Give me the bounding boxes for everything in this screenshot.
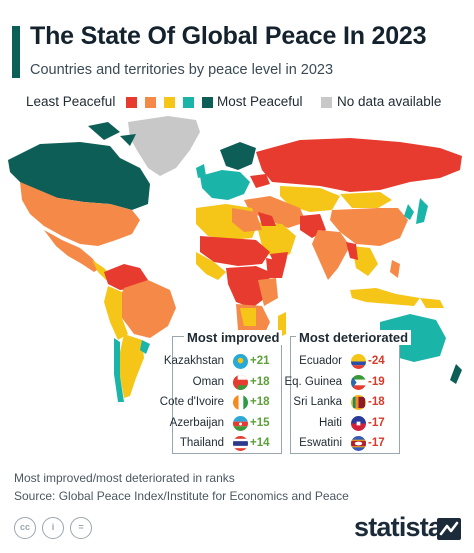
legend-swatch-5 xyxy=(202,97,213,108)
ranking-row: Thailand +14 xyxy=(172,434,280,454)
page-title: The State Of Global Peace In 2023 xyxy=(30,22,427,50)
region-sahel xyxy=(200,236,270,266)
rank-change: -17 xyxy=(368,437,385,449)
region-uk-ireland xyxy=(196,164,206,178)
region-philippines xyxy=(390,260,400,278)
region-mongolia xyxy=(340,192,392,208)
country-name: Ecuador xyxy=(299,355,342,367)
ranking-row: Eq. Guinea -19 xyxy=(284,373,398,393)
kazakhstan-flag-icon xyxy=(233,354,248,369)
legend-swatch-3 xyxy=(164,97,175,108)
eswatini-flag-icon xyxy=(351,436,366,451)
rank-change: -17 xyxy=(368,416,385,429)
azerbaijan-flag-icon xyxy=(233,415,248,431)
country-name: Azerbaijan xyxy=(169,416,224,429)
region-scandinavia xyxy=(220,142,256,170)
sri-lanka-flag-icon xyxy=(351,395,366,410)
country-name: Eswatini xyxy=(299,437,342,449)
region-argentina xyxy=(120,334,144,398)
cote-divoire-flag-icon xyxy=(233,395,248,410)
region-myanmar xyxy=(346,242,358,260)
ranking-row: Cote d'Ivoire +18 xyxy=(160,393,280,413)
ecuador-flag-icon xyxy=(351,354,366,369)
region-india xyxy=(312,230,350,280)
region-usa xyxy=(20,182,140,246)
region-syria-iraq xyxy=(258,212,276,226)
ranking-row: Oman +18 xyxy=(172,373,280,393)
source-note: Source: Global Peace Index/Institute for… xyxy=(14,489,349,503)
footnote: Most improved/most deteriorated in ranks xyxy=(14,471,235,485)
region-greenland xyxy=(128,116,200,176)
country-name: Oman xyxy=(192,375,224,388)
title-accent-bar xyxy=(12,26,20,78)
haiti-flag-icon xyxy=(351,415,366,431)
region-colombia-venezuela xyxy=(104,264,148,290)
region-chile xyxy=(114,338,124,402)
region-horn-of-africa xyxy=(266,258,286,278)
region-ukraine xyxy=(250,174,270,188)
statista-logo[interactable]: statista xyxy=(354,512,443,542)
legend-most-label: Most Peaceful xyxy=(217,94,303,109)
country-name: Eq. Guinea xyxy=(284,375,342,388)
rank-change: +21 xyxy=(250,355,270,367)
legend-nodata-swatch xyxy=(321,97,332,108)
region-east-africa xyxy=(258,278,278,306)
country-name: Cote d'Ivoire xyxy=(159,396,224,408)
region-libya-egypt xyxy=(232,208,262,232)
nd-icon[interactable]: = xyxy=(70,517,92,539)
cc-icon[interactable]: cc xyxy=(14,517,36,539)
region-brazil xyxy=(118,280,176,338)
region-canada-islands xyxy=(88,122,136,146)
country-name: Kazakhstan xyxy=(163,355,224,367)
rank-change: +14 xyxy=(250,437,270,449)
legend-least-label: Least Peaceful xyxy=(26,94,116,109)
region-indonesia xyxy=(350,288,420,306)
thailand-flag-icon xyxy=(233,436,248,451)
rank-change: +15 xyxy=(250,416,270,429)
country-name: Thailand xyxy=(179,437,224,449)
ranking-row: Azerbaijan +15 xyxy=(169,414,280,434)
region-mexico xyxy=(44,230,100,272)
eq-guinea-flag-icon xyxy=(351,374,366,390)
legend-swatch-4 xyxy=(183,97,194,108)
most-improved-panel xyxy=(172,336,282,454)
region-western-europe xyxy=(200,170,250,200)
region-papua xyxy=(420,298,444,308)
legend-nodata-label: No data available xyxy=(337,94,442,109)
region-new-zealand xyxy=(450,364,462,384)
region-central-africa xyxy=(226,266,270,308)
ranking-row: Kazakhstan +21 xyxy=(164,352,280,372)
legend-swatch-1 xyxy=(126,97,137,108)
region-russia xyxy=(256,138,462,192)
country-name: Sri Lanka xyxy=(293,396,342,408)
ranking-row: Ecuador -24 xyxy=(290,352,398,372)
statista-logo-mark-icon xyxy=(437,518,461,540)
legend-swatch-2 xyxy=(145,97,156,108)
world-map xyxy=(8,116,462,402)
region-china xyxy=(330,208,408,246)
rank-change: +18 xyxy=(250,396,270,408)
oman-flag-icon xyxy=(233,374,248,390)
ranking-row: Sri Lanka -18 xyxy=(290,393,398,413)
region-southeast-asia xyxy=(352,246,378,276)
rank-change: -19 xyxy=(368,375,385,388)
rank-change: -24 xyxy=(368,355,385,367)
region-central-asia xyxy=(280,186,340,212)
region-peru-bolivia xyxy=(104,286,128,340)
region-korea-japan xyxy=(404,198,428,224)
legend: Least Peaceful Most Peaceful No data ava… xyxy=(0,92,474,112)
most-deteriorated-title: Most deteriorated xyxy=(296,330,412,345)
region-uruguay xyxy=(140,340,150,354)
region-turkey-iran xyxy=(244,196,306,228)
by-icon[interactable]: i xyxy=(42,517,64,539)
most-improved-title: Most improved xyxy=(184,330,283,345)
region-west-africa xyxy=(196,252,226,280)
region-botswana-zambia xyxy=(240,308,256,326)
ranking-row: Eswatini -17 xyxy=(290,434,398,454)
rank-change: +18 xyxy=(250,375,270,388)
country-name: Haiti xyxy=(318,416,342,429)
rank-change: -18 xyxy=(368,396,385,408)
page-subtitle: Countries and territories by peace level… xyxy=(30,62,334,78)
ranking-row: Haiti -17 xyxy=(290,414,398,434)
